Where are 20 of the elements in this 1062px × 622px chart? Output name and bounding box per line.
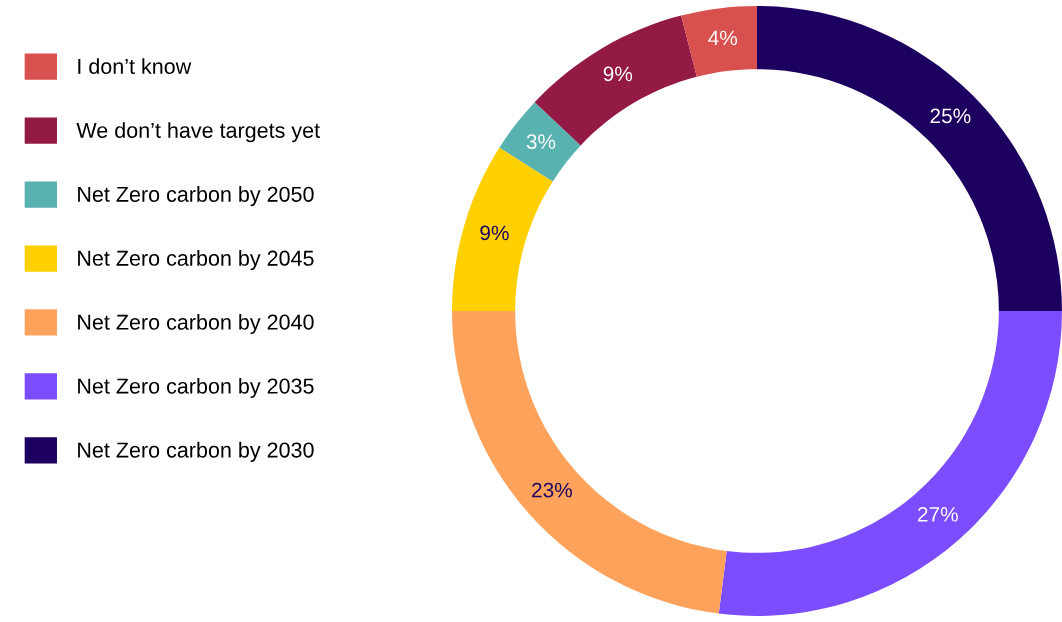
data-label: 3% <box>526 134 556 149</box>
data-label: 27% <box>918 506 958 522</box>
legend-label: Net Zero carbon by 2040 <box>78 313 314 335</box>
donut-slice <box>757 6 1062 311</box>
data-label: 9% <box>480 225 509 241</box>
legend-label: I don’t know <box>78 58 192 75</box>
donut-slice <box>499 102 581 182</box>
legend-label: Net Zero carbon by 2035 <box>78 377 314 398</box>
donut-slice <box>452 311 727 614</box>
legend-label: Net Zero carbon by 2045 <box>78 250 314 271</box>
legend-label: Net Zero carbon by 2050 <box>78 186 314 207</box>
data-label: 23% <box>532 482 572 498</box>
donut-slice <box>452 147 553 311</box>
data-label: 25% <box>930 108 971 124</box>
legend-label: We don’t have targets yet <box>76 122 320 143</box>
data-label: 4% <box>708 30 738 46</box>
legend-label: Net Zero carbon by 2030 <box>78 441 314 462</box>
donut-slice <box>681 6 757 77</box>
data-label: 9% <box>603 66 633 82</box>
donut-slice <box>718 311 1062 616</box>
